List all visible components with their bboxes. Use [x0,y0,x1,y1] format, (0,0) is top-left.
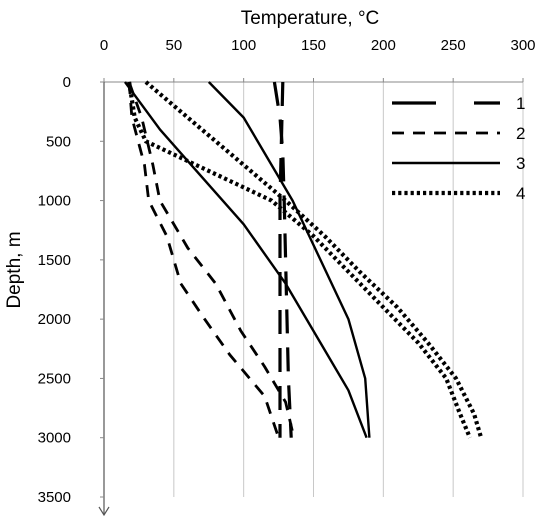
legend-label-4: 4 [516,184,525,203]
y-tick-label-1500: 1500 [38,252,71,269]
legend-label-2: 2 [516,124,525,143]
y-tick-label-3500: 3500 [38,489,71,506]
series-4-branch-1 [127,81,472,439]
tick-labels: 0 50 100 150 200 250 3000500100015002000250030… [38,37,536,506]
y-axis-title: Depth, m [4,231,25,308]
legend-label-1: 1 [516,94,525,113]
legend: 1 2 3 4 [392,94,525,203]
y-tick-label-3000: 3000 [38,430,71,447]
axes [98,78,524,517]
y-tick-label-0: 0 [63,74,71,91]
y-tick-label-2000: 2000 [38,311,71,328]
y-tick-label-1000: 1000 [38,193,71,210]
series-lines [124,80,484,439]
x-tick-label-100: 100 [231,37,256,54]
gridlines [173,82,524,497]
series-2-branch-1 [127,81,280,439]
x-tick-label-200: 200 [371,37,396,54]
y-tick-label-500: 500 [46,133,71,150]
x-tick-label-300: 300 [510,37,535,54]
y-tick-label-2500: 2500 [38,370,71,387]
series-3-branch-1 [124,81,368,439]
series-3-branch-2 [207,81,371,438]
legend-label-3: 3 [516,154,525,173]
x-tick-label-250: 250 [441,37,466,54]
series-4-branch-2 [144,80,484,439]
x-tick-label-50: 50 [165,37,182,54]
x-tick-label-0: 0 [100,37,108,54]
y-axis-arrow-icon [98,506,110,517]
series-2-branch-2 [127,81,296,439]
x-axis-title: Temperature, °C [241,8,380,29]
x-tick-label-150: 150 [301,37,326,54]
series-1-branch-2 [272,81,293,438]
